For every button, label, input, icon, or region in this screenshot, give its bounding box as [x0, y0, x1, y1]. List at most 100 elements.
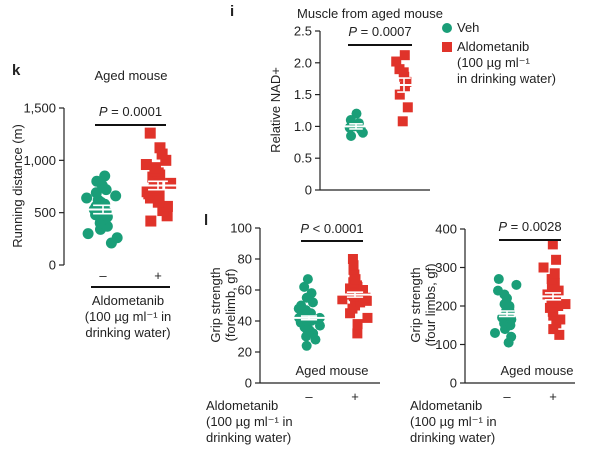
- data-point-veh: [110, 190, 122, 202]
- data-point-aldo: [553, 301, 564, 311]
- legend-label: in drinking water): [457, 71, 556, 86]
- data-point-veh: [296, 300, 307, 311]
- y-tick-label: 20: [238, 345, 252, 360]
- y-tick-label: 0: [450, 376, 457, 391]
- y-tick-label: 40: [238, 314, 252, 329]
- x-axis-title: drinking water): [410, 430, 495, 445]
- y-tick-label: 100: [435, 337, 457, 352]
- x-category-label: –: [503, 389, 511, 404]
- data-point-aldo: [538, 262, 549, 273]
- data-point-veh: [301, 340, 312, 351]
- y-tick-label: 200: [435, 299, 457, 314]
- x-axis-title: drinking water): [206, 430, 291, 445]
- data-point-veh: [489, 327, 500, 338]
- data-point-aldo: [144, 127, 156, 139]
- data-point-aldo: [362, 312, 373, 323]
- p-value-text: < 0.0001: [309, 221, 364, 236]
- data-point-veh: [306, 288, 317, 299]
- p-value-label: P < 0.0001: [300, 221, 363, 236]
- x-axis-title: (100 µg ml⁻¹ in: [85, 309, 172, 324]
- data-point-aldo: [355, 297, 366, 308]
- y-tick-label: 0: [49, 258, 56, 273]
- data-point-aldo: [394, 89, 405, 100]
- data-point-aldo: [394, 64, 405, 75]
- p-value-label: P = 0.0001: [99, 104, 162, 119]
- panel-label: i: [230, 3, 234, 20]
- y-tick-label: 400: [435, 222, 457, 237]
- data-point-veh: [90, 187, 102, 199]
- data-point-aldo: [352, 319, 363, 330]
- data-point-aldo: [350, 300, 361, 311]
- x-axis-title: Aldometanib: [410, 398, 482, 413]
- p-value-text: = 0.0028: [507, 219, 562, 234]
- x-axis-title: (100 µg ml⁻¹ in: [206, 414, 293, 429]
- data-point-veh: [506, 331, 517, 342]
- y-tick-label: 1,000: [23, 153, 56, 168]
- data-point-aldo: [560, 299, 571, 310]
- y-tick-label: 0: [305, 183, 312, 198]
- data-point-aldo: [544, 302, 555, 313]
- data-point-aldo: [348, 260, 359, 271]
- chart-title: Muscle from aged mouse: [297, 6, 443, 21]
- y-tick-label: 0: [245, 376, 252, 391]
- data-point-aldo: [357, 285, 368, 295]
- y-tick-label: 1,500: [23, 101, 56, 116]
- y-axis-label: (four limbs, gf): [423, 263, 438, 346]
- y-tick-label: 1.0: [294, 119, 312, 134]
- p-value-symbol: P: [498, 219, 507, 234]
- data-point-aldo: [554, 329, 565, 340]
- data-point-veh: [81, 192, 93, 204]
- y-axis-label: Relative NAD+: [268, 67, 283, 153]
- data-point-aldo: [391, 56, 402, 67]
- y-tick-label: 60: [238, 283, 252, 298]
- x-category-label: –: [99, 268, 107, 283]
- data-point-veh: [99, 170, 111, 182]
- data-point-aldo: [555, 314, 566, 325]
- p-value-label: P = 0.0028: [498, 219, 561, 234]
- data-point-aldo: [553, 285, 564, 296]
- data-point-veh: [492, 285, 503, 296]
- data-point-aldo: [397, 116, 408, 127]
- y-tick-label: 2.0: [294, 55, 312, 70]
- y-tick-label: 0.5: [294, 151, 312, 166]
- data-point-aldo: [551, 254, 562, 265]
- data-point-aldo: [141, 186, 153, 198]
- y-tick-label: 80: [238, 252, 252, 267]
- y-tick-label: 300: [435, 260, 457, 275]
- data-point-aldo: [547, 239, 558, 250]
- data-point-aldo: [154, 142, 166, 154]
- data-point-aldo: [402, 102, 413, 113]
- legend-marker-veh: [442, 23, 452, 33]
- legend-marker-aldo: [442, 42, 452, 52]
- data-point-veh: [493, 274, 504, 285]
- data-point-aldo: [347, 254, 358, 264]
- data-point-aldo: [549, 268, 560, 279]
- y-tick-label: 1.5: [294, 87, 312, 102]
- legend-label: Aldometanib: [457, 39, 529, 54]
- y-axis-label: (forelimb, gf): [223, 269, 238, 342]
- x-category-label: +: [351, 389, 359, 404]
- y-tick-label: 100: [230, 221, 252, 236]
- p-value-label: P = 0.0007: [348, 24, 411, 39]
- data-point-veh: [91, 175, 103, 187]
- data-point-aldo: [140, 159, 152, 171]
- data-point-aldo: [360, 292, 371, 303]
- data-point-veh: [345, 115, 356, 126]
- data-point-aldo: [401, 76, 412, 87]
- p-value-text: = 0.0001: [108, 104, 163, 119]
- data-point-aldo: [161, 200, 173, 212]
- data-point-veh: [111, 232, 123, 244]
- y-tick-label: 500: [34, 205, 56, 220]
- data-point-aldo: [165, 177, 177, 189]
- x-axis-title: Aldometanib: [206, 398, 278, 413]
- data-point-aldo: [399, 81, 410, 92]
- legend-label: Veh: [457, 20, 479, 35]
- y-axis-label: Grip strength: [208, 267, 223, 342]
- data-point-veh: [511, 279, 522, 290]
- x-axis-title: drinking water): [85, 325, 170, 340]
- panel-label: k: [12, 62, 21, 79]
- data-point-veh: [302, 274, 313, 285]
- data-point-aldo: [548, 324, 559, 335]
- data-point-veh: [346, 130, 357, 141]
